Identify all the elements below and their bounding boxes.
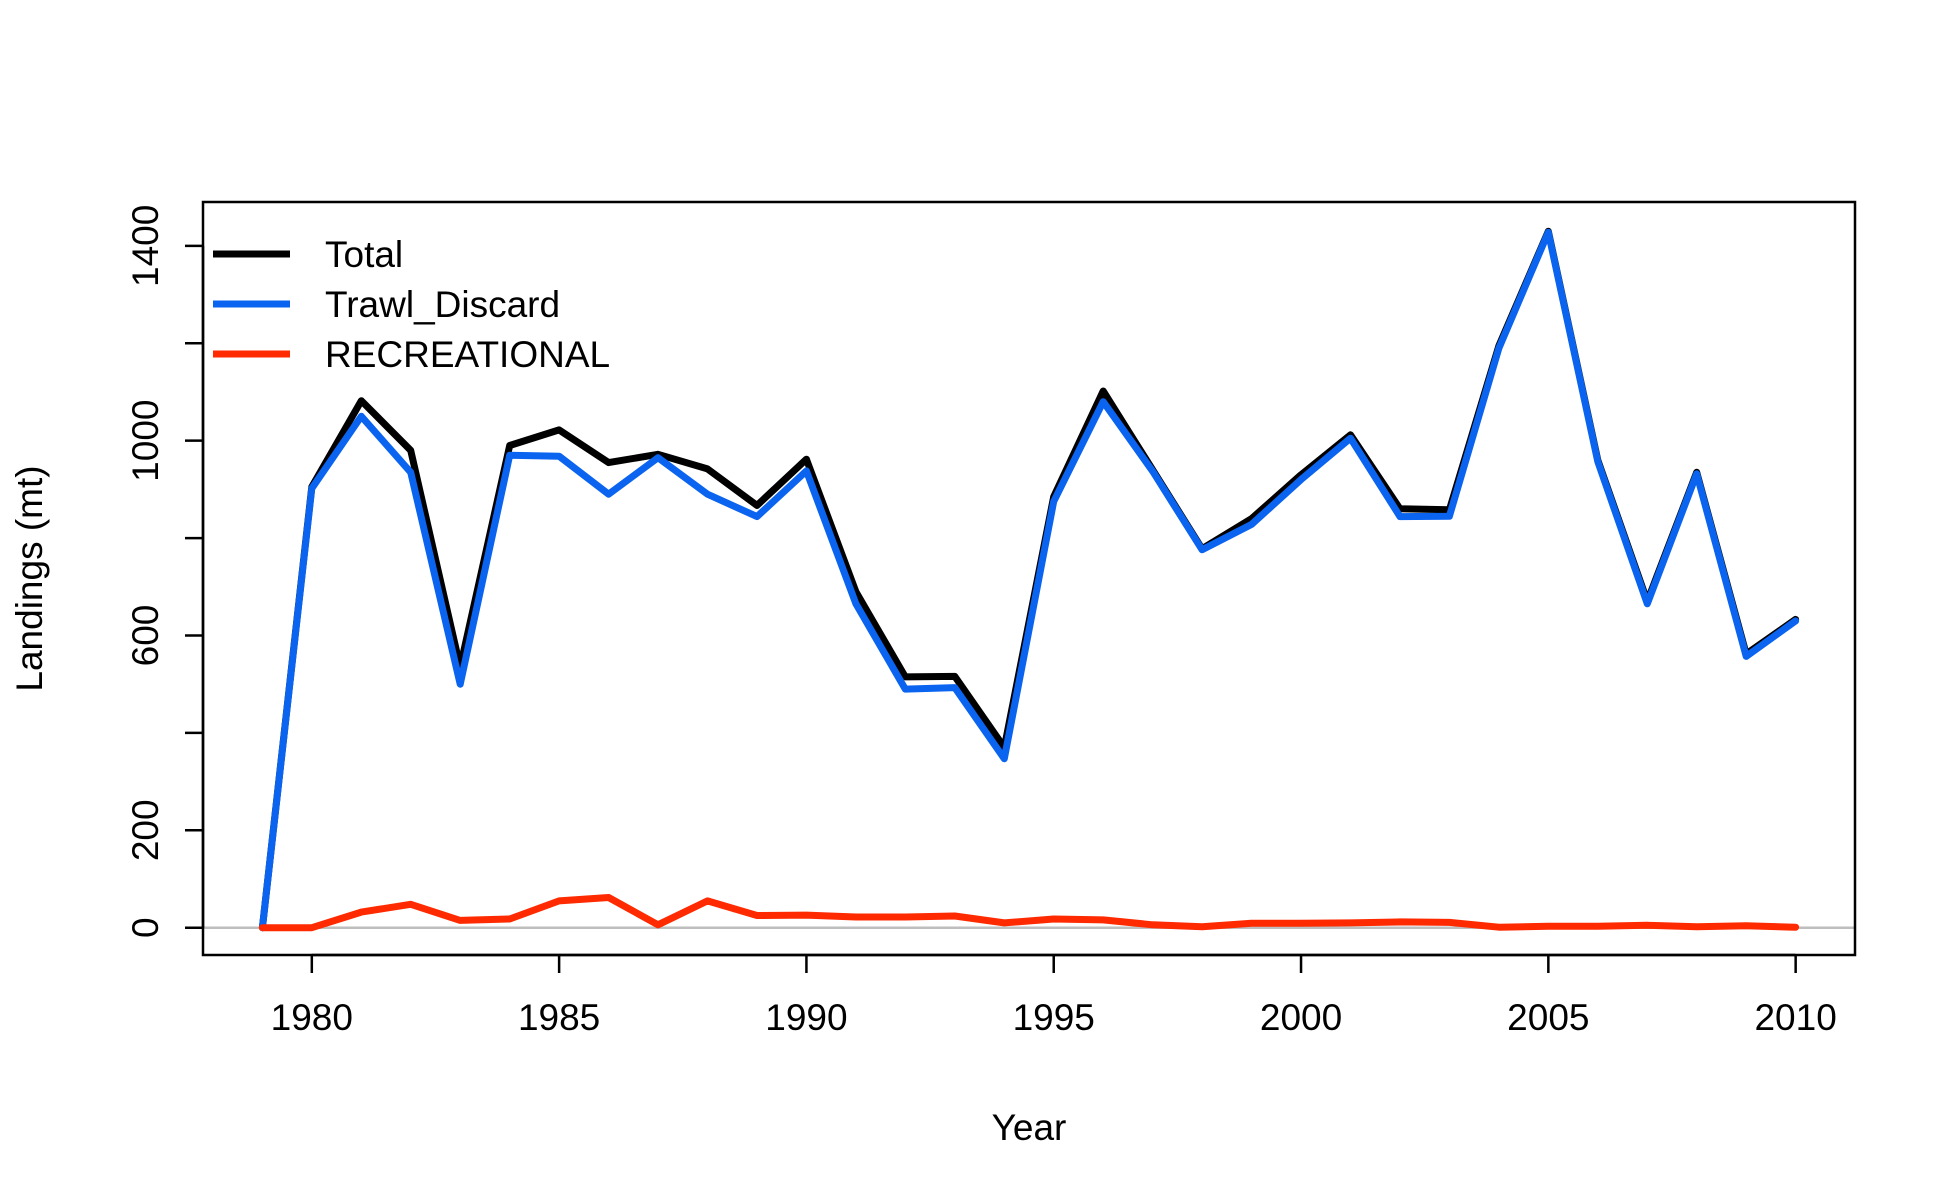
y-tick-label: 1400 [125, 205, 166, 287]
x-tick-label: 1980 [271, 997, 353, 1038]
series-line-recreational [258, 894, 1800, 932]
y-tick-label: 600 [125, 605, 166, 667]
x-tick-label: 1995 [1013, 997, 1095, 1038]
x-tick-label: 1990 [765, 997, 847, 1038]
legend-label: Total [325, 234, 403, 275]
y-tick-label: 200 [125, 799, 166, 861]
x-axis-title: Year [992, 1107, 1067, 1148]
x-axis: 1980 1985 1990 1995 2000 2005 2010 [271, 953, 1837, 1038]
x-tick-label: 2010 [1754, 997, 1836, 1038]
legend-label: Trawl_Discard [325, 284, 560, 325]
y-tick-label: 1000 [125, 400, 166, 482]
x-tick-label: 1985 [518, 997, 600, 1038]
series-layer [258, 227, 1800, 932]
y-axis-title: Landings (mt) [9, 465, 50, 691]
legend: Total Trawl_Discard RECREATIONAL [213, 234, 610, 375]
x-tick-label: 2005 [1507, 997, 1589, 1038]
x-tick-label: 2000 [1260, 997, 1342, 1038]
y-tick-label: 0 [125, 917, 166, 938]
legend-label: RECREATIONAL [325, 334, 610, 375]
series-line-trawl-discard [258, 228, 1800, 932]
y-axis: 0 200 600 1000 1400 [125, 205, 205, 938]
